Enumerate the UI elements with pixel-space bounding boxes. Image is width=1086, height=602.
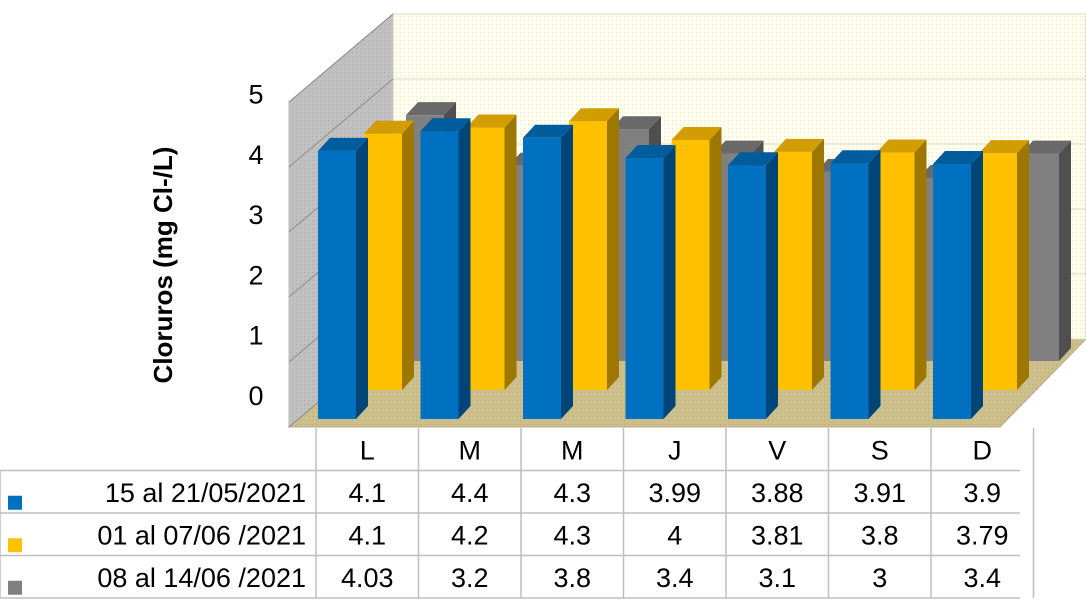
y-axis-title: Cloruros (mg Cl-/L) [148,147,178,384]
y-tick-label: 0 [248,381,263,411]
x-category-label: M [459,435,482,465]
data-label: 3.4 [963,563,1001,593]
y-tick-label: 2 [248,260,263,290]
bar-s1-5 [728,152,778,420]
legend-swatch [8,538,22,553]
data-label: 4.1 [348,520,386,550]
data-label: 4.3 [553,478,591,508]
legend-series-name: 01 al 07/06 /2021 [97,520,306,550]
bar-s1-2 [420,118,471,420]
data-label: 3.88 [751,478,804,508]
bar-s1-3 [523,124,573,419]
legend-swatch [8,495,22,510]
data-label: 3.1 [758,563,796,593]
data-label: 4.3 [553,520,591,550]
gridline-side [288,78,394,168]
x-category-label: M [561,435,584,465]
data-label: 3.81 [751,520,804,550]
gridline-side [288,13,394,103]
data-label: 3.2 [451,563,489,593]
data-label: 4.2 [451,520,489,550]
x-category-label: D [973,435,993,465]
bar-s2-7 [979,140,1029,390]
data-label: 3.99 [648,478,701,508]
bar-s1-1 [318,137,368,420]
x-category-label: J [668,435,682,465]
bar-s2-6 [876,139,927,390]
x-category-label: S [871,435,889,465]
y-tick-label: 4 [248,140,263,170]
data-label: 3.79 [956,520,1009,550]
legend-swatch [8,580,22,595]
y-axis-ticks: 0 1 2 3 4 5 [248,80,263,412]
legend-series-name: 08 al 14/06 /2021 [97,563,306,593]
data-label: 3.4 [656,563,694,593]
bars [318,102,1071,420]
legend-series-name: 15 al 21/05/2021 [105,478,306,508]
y-tick-label: 5 [248,80,263,110]
data-label: 4.4 [451,478,489,508]
bar-s2-1 [364,120,414,390]
data-label: 3.91 [853,478,906,508]
data-label: 3.8 [861,520,899,550]
data-label: 3.9 [963,478,1001,508]
bar-s2-4 [671,127,722,390]
x-category-label: V [768,435,786,465]
data-table: L M M J V S D 15 al 21/05/2021 4.1 4.4 4.3 3.99 3.88… [0,428,1035,599]
data-label: 4.1 [348,478,386,508]
y-tick-label: 1 [248,321,263,351]
data-label: 3.8 [553,563,591,593]
y-tick-label: 3 [248,200,263,230]
data-label: 4.03 [341,563,394,593]
bar-s2-5 [774,138,824,390]
bar-s2-2 [466,114,517,390]
data-label: 4 [667,520,682,550]
bar-s1-4 [625,145,676,419]
bar-s2-3 [569,108,619,390]
x-category-label: L [360,435,375,465]
bar-s1-6 [830,150,881,419]
data-label: 3 [872,563,887,593]
bar-s1-7 [933,150,983,419]
